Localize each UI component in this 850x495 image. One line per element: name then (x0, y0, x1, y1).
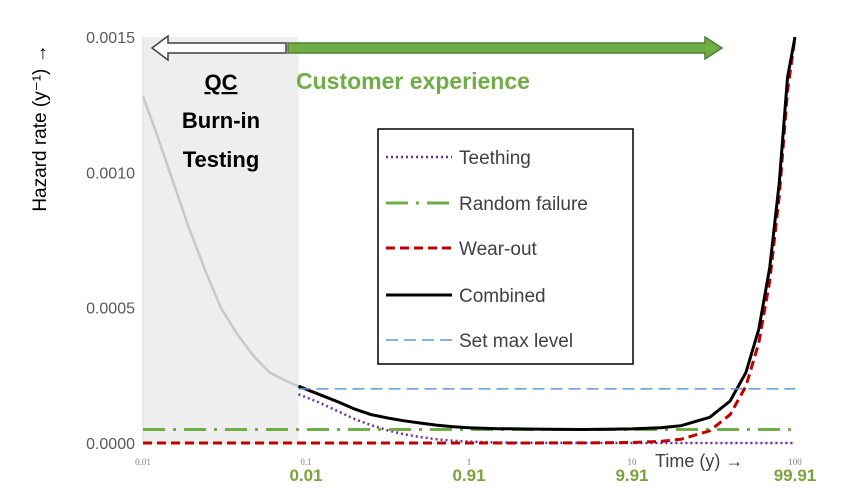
legend: Teething Random failure Wear-out Combined Se… (377, 128, 634, 365)
burn-in-label: Burn-in (182, 108, 260, 133)
series-combined-line (297, 36, 797, 432)
x-tick-label-small: 0.01 (135, 457, 151, 467)
x-tick-label-small: 1 (467, 457, 472, 467)
y-tick-label: 0.0015 (86, 30, 135, 47)
legend-items: Teething Random failure Wear-out Combined Se… (386, 148, 588, 352)
x-tick-label-offset: 0.91 (452, 466, 485, 485)
customer-experience-label: Customer experience (296, 68, 530, 94)
y-axis-label: Hazard rate (y⁻¹) → (30, 44, 51, 211)
legend-label: Wear-out (459, 239, 538, 260)
x-tick-label-small: 0.1 (300, 457, 311, 467)
x-tick-label-offset: 99.91 (774, 466, 817, 485)
pre-shipment-hazard-curve (141, 96, 299, 388)
qc-arrow (150, 34, 287, 62)
x-tick-label-offset: 0.01 (289, 466, 322, 485)
x-tick-labels-small: 0.01 0.1 1 10 100 (135, 457, 802, 467)
testing-label: Testing (183, 147, 260, 172)
qc-label: QC (205, 70, 238, 95)
y-tick-label: 0.0010 (86, 165, 135, 182)
legend-label: Random failure (459, 194, 588, 215)
legend-label: Combined (459, 286, 546, 307)
series-wear-out-line (143, 36, 797, 445)
series-teething-line (298, 393, 795, 445)
x-tick-labels-offset: 0.01 0.91 9.91 99.91 (289, 466, 816, 485)
y-tick-label: 0.0005 (86, 301, 135, 318)
x-tick-label-small: 10 (628, 457, 638, 467)
legend-label: Teething (459, 148, 531, 169)
customer-experience-arrow (287, 35, 724, 61)
qc-burn-in-shaded-region (143, 37, 299, 443)
x-axis-label: Time (y) → (655, 451, 743, 471)
series-lines (143, 36, 797, 445)
y-tick-labels: 0.0000 0.0005 0.0010 0.0015 (86, 30, 135, 453)
y-tick-label: 0.0000 (86, 436, 135, 453)
legend-label: Set max level (459, 331, 573, 352)
x-tick-label-small: 100 (788, 457, 802, 467)
x-tick-label-offset: 9.91 (615, 466, 648, 485)
